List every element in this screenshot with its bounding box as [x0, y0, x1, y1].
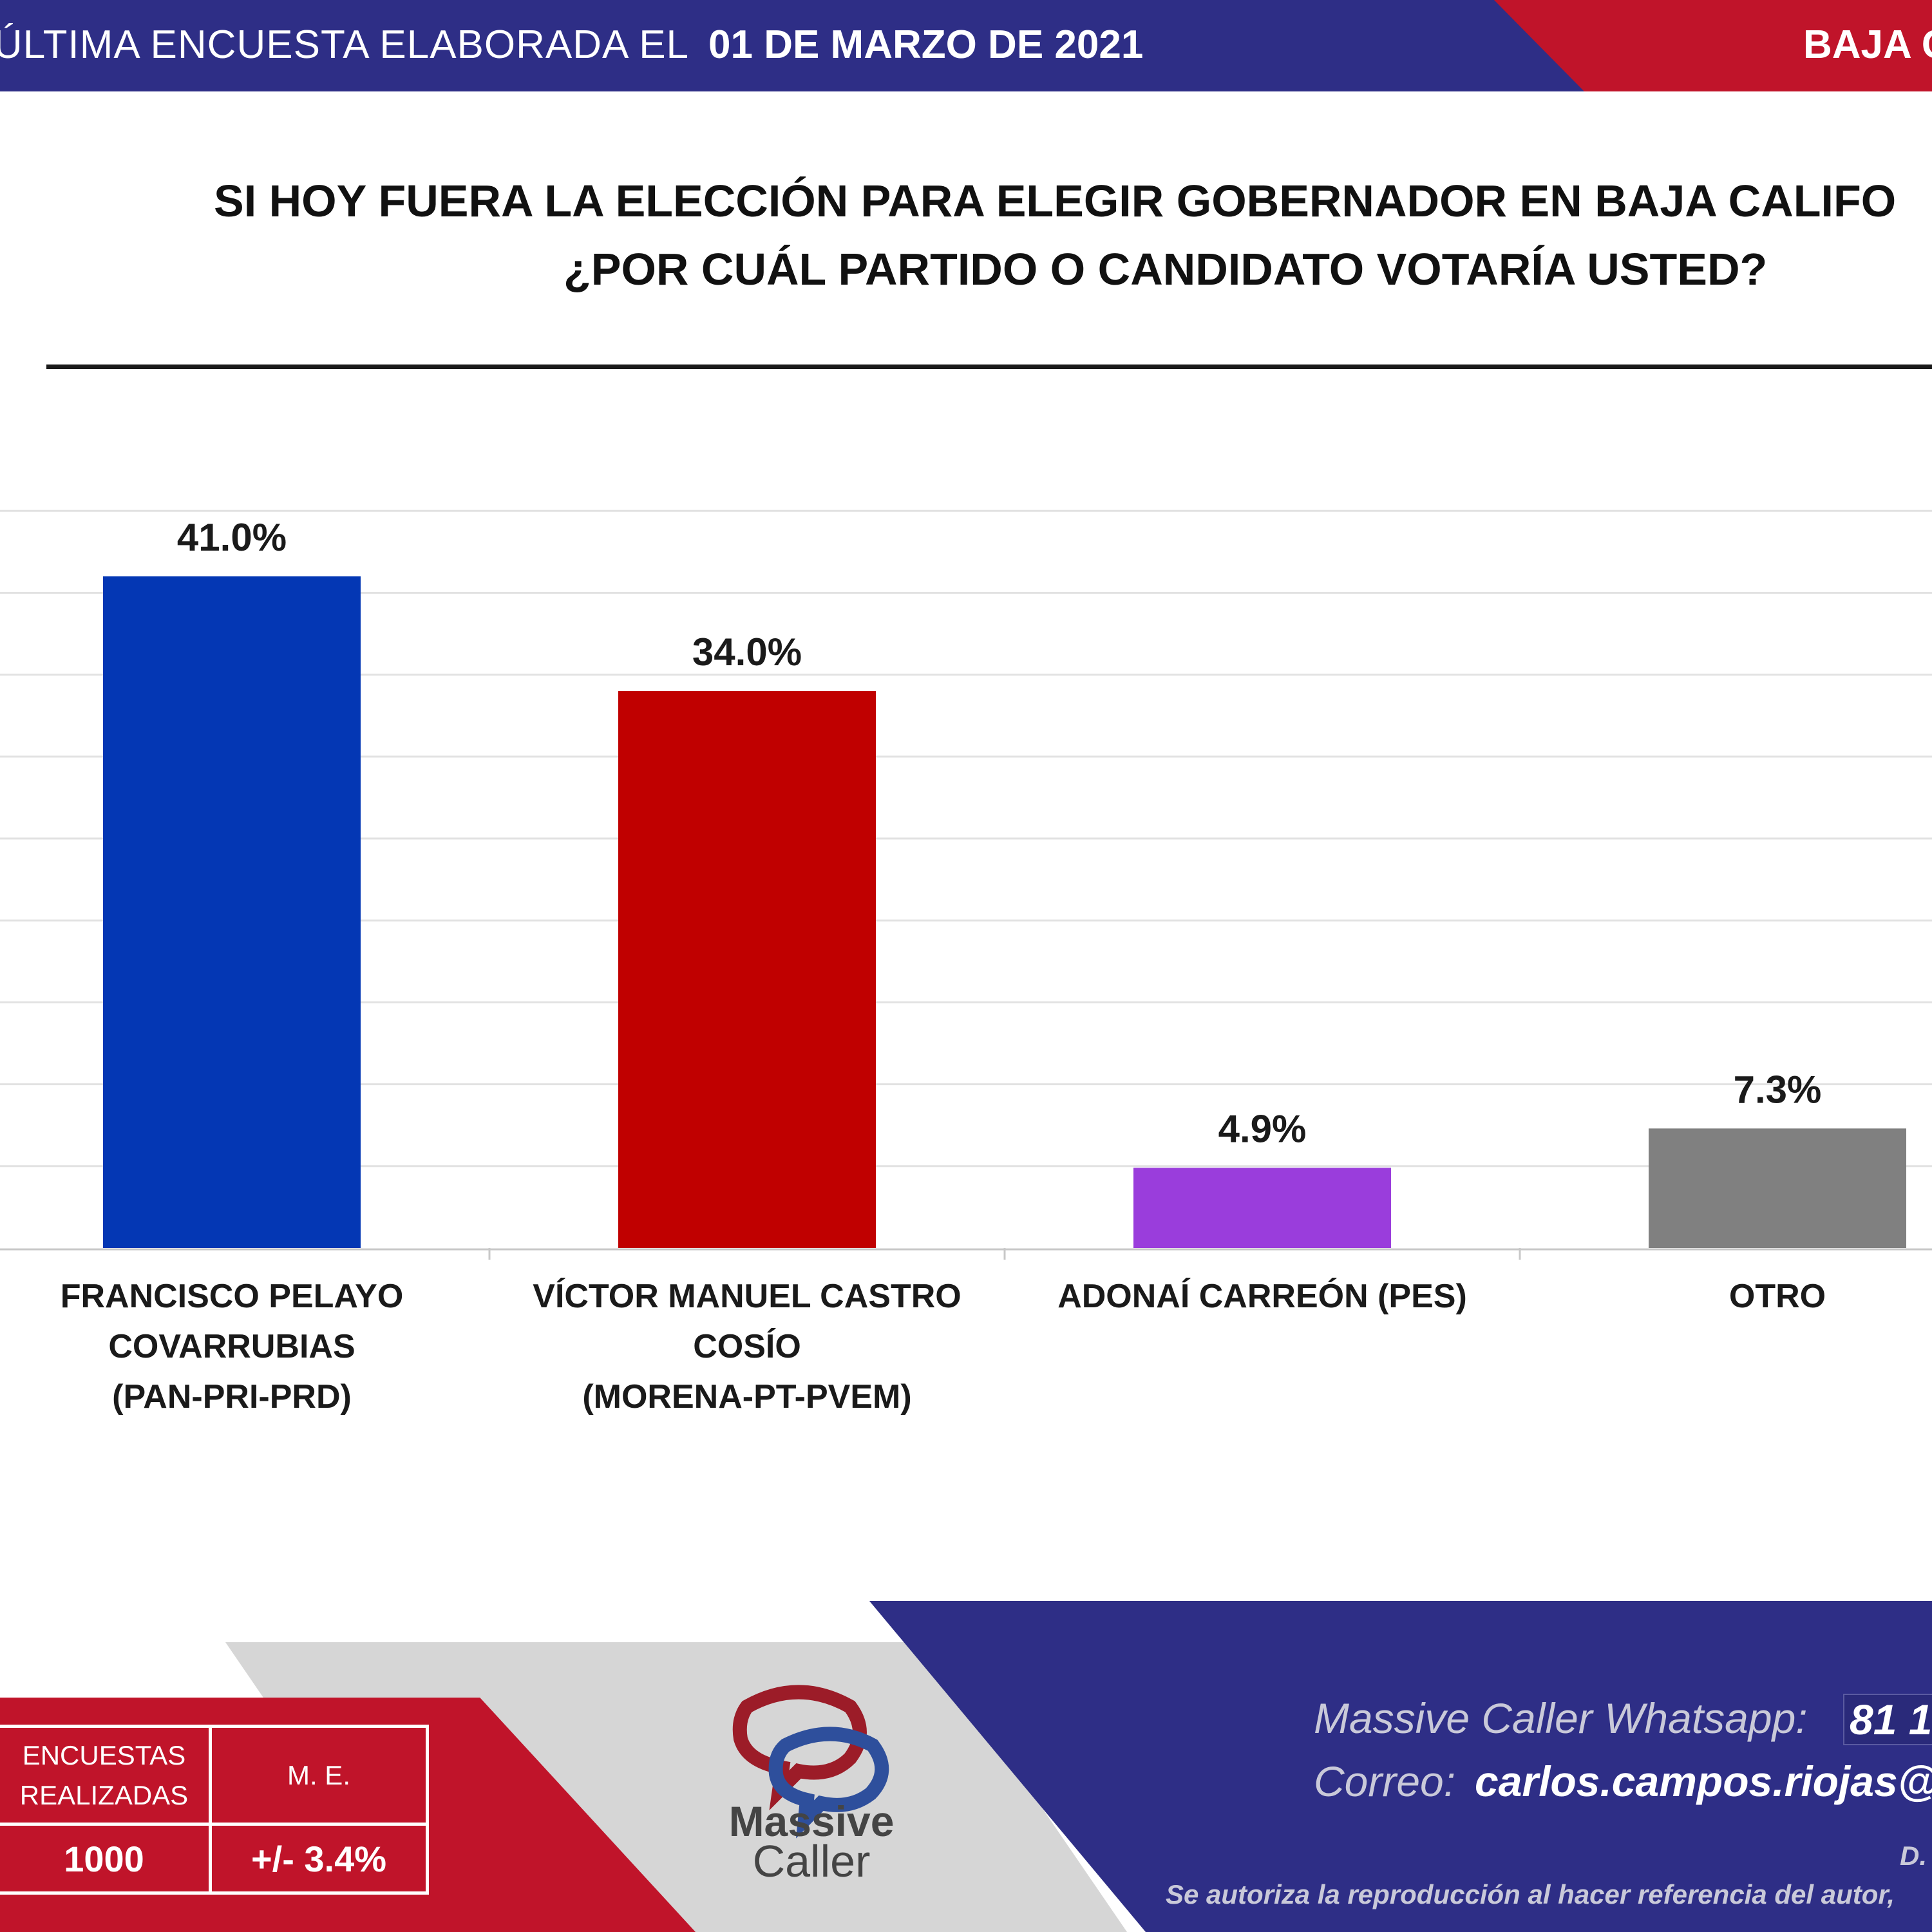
- stats-header-margin: M. E.: [212, 1728, 426, 1826]
- email-address: carlos.campos.riojas@: [1475, 1757, 1932, 1805]
- email-label: Correo:: [1314, 1757, 1456, 1805]
- massive-caller-logo-icon: [732, 1685, 889, 1839]
- whatsapp-number: 81 1: [1843, 1694, 1932, 1745]
- category-label: VÍCTOR MANUEL CASTRO: [533, 1278, 961, 1315]
- chart-title-line2: ¿POR CUÁL PARTIDO O CANDIDATO VOTARÍA US…: [564, 244, 1768, 294]
- header-date: 01 DE MARZO DE 2021: [708, 23, 1144, 67]
- header-region: BAJA C: [1803, 23, 1932, 67]
- footer-ds-text: D.: [1900, 1841, 1927, 1871]
- footer-reproduction-note: Se autoriza la reproducción al hacer ref…: [1166, 1879, 1895, 1909]
- chart-title-line1: SI HOY FUERA LA ELECCIÓN PARA ELEGIR GOB…: [214, 176, 1897, 226]
- header-survey-label: ÚLTIMA ENCUESTA ELABORADA EL: [0, 23, 690, 67]
- header-bar: [0, 0, 1584, 91]
- bar: [618, 691, 876, 1248]
- stats-value-surveys: 1000: [0, 1826, 212, 1891]
- category-label: FRANCISCO PELAYO: [61, 1278, 404, 1315]
- survey-stats-table: ENCUESTAS REALIZADAS M. E. 1000 +/- 3.4%: [0, 1725, 429, 1895]
- brand-name-line2: Caller: [752, 1836, 871, 1886]
- category-label: COVARRUBIAS: [108, 1328, 355, 1365]
- data-label: 34.0%: [692, 630, 802, 674]
- category-label: OTRO: [1729, 1278, 1826, 1315]
- category-label: COSÍO: [693, 1328, 801, 1365]
- category-label: ADONAÍ CARREÓN (PES): [1057, 1278, 1467, 1315]
- stats-header-surveys: ENCUESTAS REALIZADAS: [0, 1728, 212, 1826]
- brand-name-line1: Massive: [728, 1797, 895, 1845]
- data-label: 7.3%: [1734, 1068, 1822, 1111]
- data-label: 41.0%: [177, 516, 287, 559]
- title-divider: [46, 365, 1932, 369]
- whatsapp-label: Massive Caller Whatsapp:: [1314, 1694, 1808, 1742]
- category-label: (PAN-PRI-PRD): [112, 1378, 352, 1416]
- category-label: (MORENA-PT-PVEM): [582, 1378, 911, 1416]
- bar: [1133, 1168, 1391, 1248]
- bar-chart: 41.0% FRANCISCO PELAYO COVARRUBIAS (PAN-PRI…: [0, 509, 1932, 1416]
- stats-value-margin: +/- 3.4%: [251, 1838, 387, 1879]
- bar: [103, 576, 361, 1248]
- data-label: 4.9%: [1218, 1107, 1307, 1150]
- bar: [1649, 1128, 1906, 1248]
